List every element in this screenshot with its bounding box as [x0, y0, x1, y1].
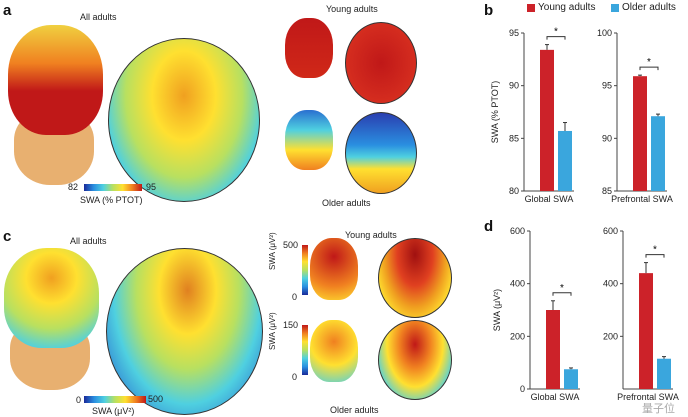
legend-swatch-young — [527, 4, 535, 12]
significance-marker: * — [653, 245, 657, 256]
scalp-map-all-adults — [108, 38, 260, 202]
colorbar-max: 150 — [283, 320, 299, 330]
y-tick-label: 400 — [510, 279, 525, 289]
y-tick-label: 100 — [597, 28, 612, 38]
colorbar-young — [302, 245, 308, 295]
significance-marker: * — [554, 27, 558, 38]
older-adults-label: Older adults — [322, 198, 371, 208]
y-tick-label: 80 — [509, 186, 519, 196]
colorbar-label: SWA (% PTOT) — [80, 195, 143, 205]
x-category-label: Global SWA — [525, 194, 574, 204]
bar-young — [540, 49, 554, 191]
y-tick-label: 95 — [602, 81, 612, 91]
scalp-map-all-adults — [106, 248, 263, 415]
scalp-map-older — [345, 112, 417, 194]
bar-young — [633, 76, 647, 191]
colorbar-older — [302, 325, 308, 375]
colorbar — [84, 184, 142, 191]
colorbar-max: 95 — [146, 182, 157, 192]
y-tick-label: 0 — [520, 384, 525, 394]
y-tick-label: 85 — [602, 186, 612, 196]
bar-older — [558, 130, 572, 191]
colorbar — [84, 396, 146, 403]
colorbar-min: 82 — [68, 182, 79, 192]
y-tick-label: 200 — [510, 331, 525, 341]
panel-label-c: c — [3, 228, 12, 245]
y-tick-label: 200 — [603, 331, 618, 341]
colorbar-label: SWA (μV²) — [92, 406, 135, 416]
colorbar-min: 0 — [292, 372, 298, 382]
young-adults-label: Young adults — [345, 230, 397, 240]
y-axis-label: SWA (% PTOT) — [490, 81, 500, 144]
y-axis-label: SWA (μV²) — [492, 289, 502, 331]
bar-young — [639, 273, 653, 389]
legend-swatch-older — [611, 4, 619, 12]
scalp-map-young — [378, 238, 452, 318]
y-tick-label: 600 — [510, 226, 525, 236]
all-adults-label: All adults — [70, 236, 107, 246]
x-category-label: Global SWA — [531, 392, 580, 402]
older-adults-label: Older adults — [330, 405, 379, 415]
panel-label-d: d — [484, 218, 494, 235]
legend-young: Young adults — [538, 2, 596, 13]
colorbar-min: 0 — [76, 395, 82, 405]
bar-older — [651, 116, 665, 191]
head-map-young — [310, 238, 358, 300]
head-map-older — [310, 320, 358, 382]
watermark: 量子位 — [642, 403, 675, 415]
all-adults-label: All adults — [80, 12, 117, 22]
significance-bracket — [546, 36, 566, 40]
colorbar-min: 0 — [292, 292, 298, 302]
colorbar-max: 500 — [283, 240, 299, 250]
bar-older — [564, 369, 578, 389]
head-map-older — [285, 110, 333, 170]
y-tick-label: 95 — [509, 28, 519, 38]
panel-label-b: b — [484, 2, 494, 19]
head-map-young — [285, 18, 333, 78]
bar-older — [657, 358, 671, 389]
y-tick-label: 600 — [603, 226, 618, 236]
legend-older: Older adults — [622, 2, 676, 13]
significance-bracket — [639, 66, 659, 71]
significance-bracket — [645, 254, 665, 258]
scalp-map-older — [378, 320, 452, 400]
y-tick-label: 400 — [603, 279, 618, 289]
x-category-label: Prefrontal SWA — [617, 392, 679, 402]
significance-marker: * — [560, 283, 564, 294]
colorbar-max: 500 — [148, 394, 164, 404]
significance-marker: * — [647, 57, 651, 68]
young-adults-label: Young adults — [326, 4, 378, 14]
significance-bracket — [552, 292, 572, 296]
y-tick-label: 85 — [509, 133, 519, 143]
bar-young — [546, 310, 560, 389]
head-map-all-adults — [8, 25, 103, 135]
head-map-all-adults — [4, 248, 99, 348]
x-category-label: Prefrontal SWA — [611, 194, 673, 204]
y-tick-label: 90 — [602, 133, 612, 143]
y-tick-label: 90 — [509, 81, 519, 91]
panel-label-a: a — [3, 2, 12, 19]
scalp-map-young — [345, 22, 417, 104]
